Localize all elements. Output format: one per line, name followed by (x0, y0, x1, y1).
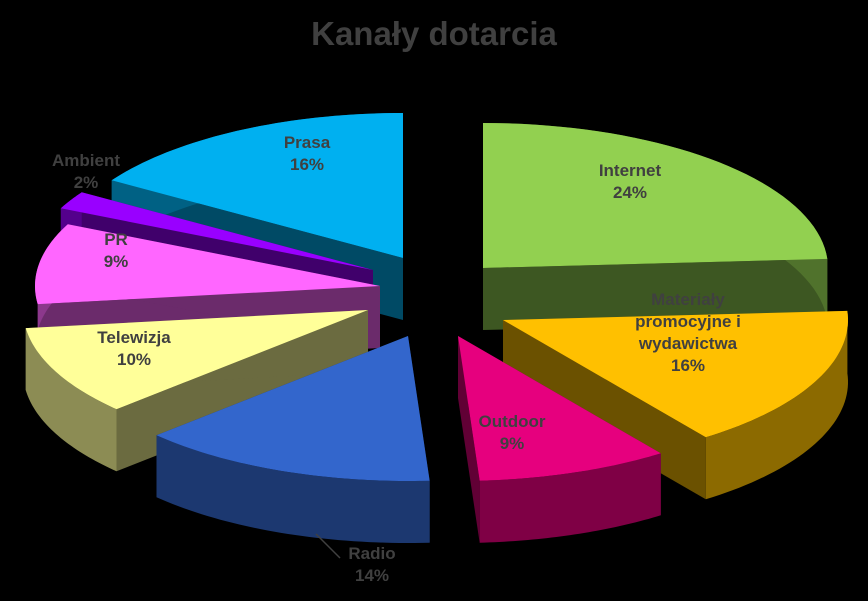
slice-prasa (111, 113, 404, 258)
label-telewizja: Telewizja 10% (97, 328, 171, 369)
slice-ambient (60, 192, 374, 270)
label-pr: PR 9% (104, 230, 129, 271)
pie-tops (25, 113, 848, 481)
slice-outdoor (458, 336, 661, 481)
chart-title: Kanały dotarcia (311, 15, 557, 52)
label-prasa: Prasa 16% (284, 133, 331, 174)
label-radio: Radio 14% (348, 544, 395, 585)
slice-pr (35, 224, 380, 305)
slice-internet (483, 123, 828, 268)
label-internet: Internet 24% (599, 161, 662, 202)
label-ambient: Ambient 2% (52, 151, 120, 192)
slice-telewizja (25, 310, 368, 410)
pie-labels: Internet 24% Materiały promocyjne i wydawict… (52, 133, 741, 585)
label-materialy-promocyjne-i-wydawictwa: Materiały promocyjne i wydawictwa 16% (635, 290, 741, 375)
label-outdoor: Outdoor 9% (478, 412, 545, 453)
leader-line-radio (315, 533, 341, 559)
slice-radio (156, 336, 430, 481)
slice-materialy-promocyjne-i-wydawictwa (503, 310, 848, 438)
